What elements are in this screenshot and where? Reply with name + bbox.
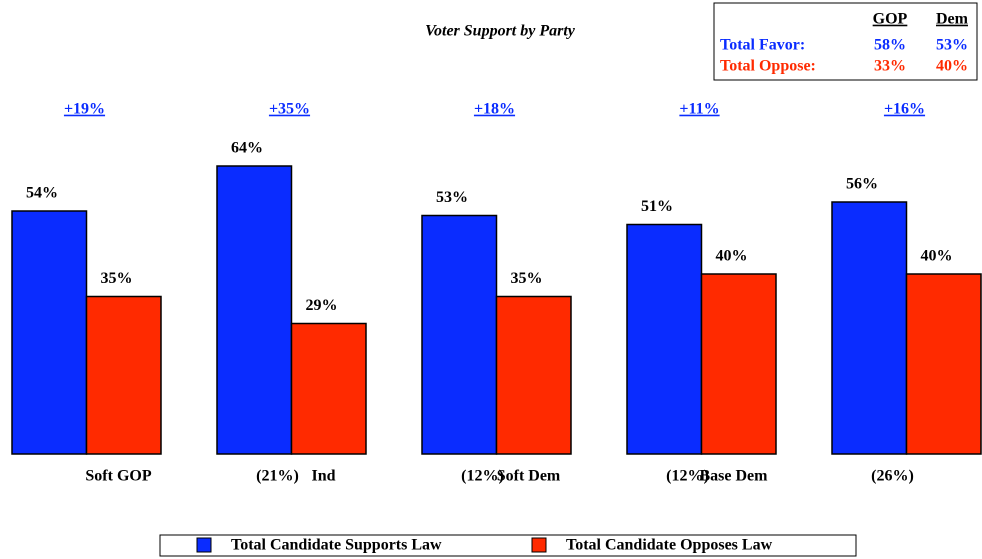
value-label: 40%: [921, 248, 953, 265]
summary-header: GOP: [873, 11, 908, 28]
bar: [290, 322, 367, 455]
bar: [905, 273, 982, 455]
bar: [831, 201, 908, 455]
value-label: 35%: [511, 270, 543, 287]
difference-label: +11%: [679, 101, 719, 118]
bar: [216, 165, 293, 455]
value-label: 56%: [846, 176, 878, 193]
summary-header: Dem: [936, 11, 969, 28]
bar: [700, 273, 777, 455]
summary-row-label: Total Oppose:: [720, 58, 816, 75]
x-tick-note: (12%): [666, 468, 709, 485]
summary-value: 53%: [936, 37, 968, 54]
legend-label: Total Candidate Opposes Law: [566, 537, 773, 554]
x-tick-note: (26%): [871, 468, 914, 485]
difference-label: +35%: [269, 101, 310, 118]
legend-swatch: [531, 537, 547, 553]
bar: [85, 295, 162, 455]
value-label: 40%: [716, 248, 748, 265]
value-label: 54%: [26, 185, 58, 202]
summary-value: 40%: [936, 58, 968, 75]
summary-row-label: Total Favor:: [720, 37, 805, 54]
x-tick-label: Soft GOP: [85, 468, 151, 485]
chart-title: Voter Support by Party: [425, 23, 576, 40]
difference-label: +19%: [64, 101, 105, 118]
value-label: 35%: [101, 270, 133, 287]
x-tick-label: Ind: [311, 468, 335, 485]
difference-label: +16%: [884, 101, 925, 118]
difference-label: +18%: [474, 101, 515, 118]
x-tick-label: Soft Dem: [497, 468, 561, 485]
bar: [495, 295, 572, 455]
value-label: 64%: [231, 140, 263, 157]
legend-box: [159, 534, 857, 557]
x-tick-note: (12%): [461, 468, 504, 485]
value-label: 51%: [641, 198, 673, 215]
legend-label: Total Candidate Supports Law: [231, 537, 442, 554]
x-tick-label: Base Dem: [700, 468, 769, 485]
bar: [626, 223, 703, 455]
bar: [421, 214, 498, 455]
summary-value: 58%: [874, 37, 906, 54]
value-label: 53%: [436, 189, 468, 206]
x-tick-note: (21%): [256, 468, 299, 485]
bar: [11, 210, 88, 455]
legend-swatch: [196, 537, 212, 553]
summary-value: 33%: [874, 58, 906, 75]
value-label: 29%: [306, 297, 338, 314]
summary-box: [713, 2, 978, 81]
